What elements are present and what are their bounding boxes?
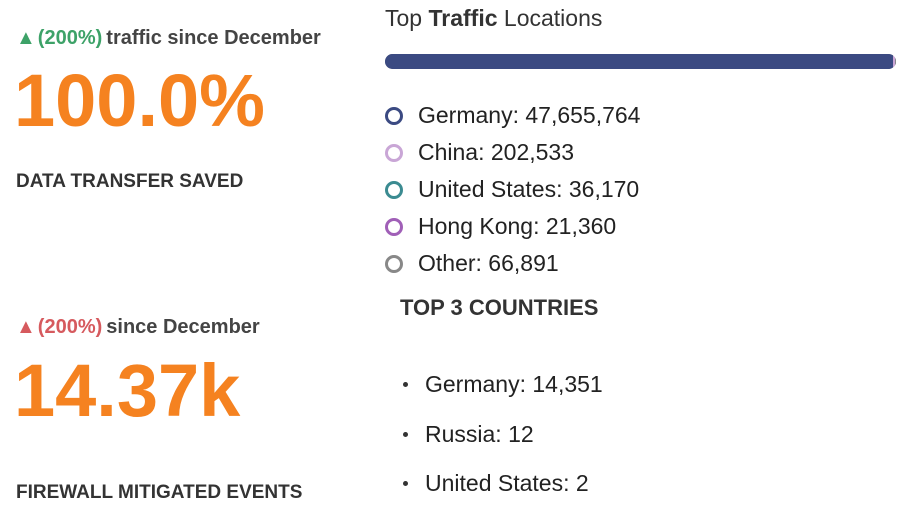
top-country-label: Germany: 14,351 xyxy=(425,371,603,398)
legend-circle-icon xyxy=(385,143,403,162)
data-transfer-trend: ▲ (200%) traffic since December xyxy=(16,27,321,50)
legend-label: Germany: 47,655,764 xyxy=(418,102,641,128)
traffic-locations-legend: Germany: 47,655,764 China: 202,533 United … xyxy=(385,97,640,282)
bullet-icon xyxy=(403,382,408,388)
trend-up-icon: ▲ xyxy=(16,316,36,338)
legend-item[interactable]: Hong Kong: 21,360 xyxy=(385,208,640,245)
trend-text: since December xyxy=(106,316,260,338)
trend-up-icon: ▲ xyxy=(16,27,36,49)
top-traffic-locations-title: Top Traffic Locations xyxy=(385,5,602,32)
top-country-item: Russia: 12 xyxy=(403,410,603,460)
trend-percent: (200%) xyxy=(37,27,103,49)
traffic-distribution-bar xyxy=(385,54,896,69)
top-country-label: Russia: 12 xyxy=(425,420,534,447)
legend-label: China: 202,533 xyxy=(418,139,575,165)
title-bold: Traffic xyxy=(428,5,498,31)
top-3-countries-list: Germany: 14,351 Russia: 12 United States: … xyxy=(403,360,603,509)
title-suffix: Locations xyxy=(503,5,603,31)
legend-circle-icon xyxy=(385,180,403,199)
top-country-item: United States: 2 xyxy=(403,459,603,509)
legend-label: Other: 66,891 xyxy=(418,250,559,276)
legend-label: United States: 36,170 xyxy=(418,176,640,202)
legend-item[interactable]: United States: 36,170 xyxy=(385,171,640,208)
bar-segment[interactable] xyxy=(385,54,893,69)
bullet-icon xyxy=(403,481,408,487)
top-country-label: United States: 2 xyxy=(425,470,589,497)
legend-circle-icon xyxy=(385,106,403,125)
top-country-item: Germany: 14,351 xyxy=(403,360,603,410)
legend-circle-icon xyxy=(385,254,403,273)
data-transfer-saved-label: DATA TRANSFER SAVED xyxy=(16,171,244,192)
firewall-mitigated-events-value: 14.37k xyxy=(14,349,241,432)
firewall-mitigated-events-label: FIREWALL MITIGATED EVENTS xyxy=(16,482,303,503)
trend-text: traffic since December xyxy=(106,27,321,49)
bar-segment[interactable] xyxy=(892,54,895,69)
bullet-icon xyxy=(403,431,408,437)
bar-segment[interactable] xyxy=(895,54,896,69)
trend-percent: (200%) xyxy=(37,316,103,338)
legend-label: Hong Kong: 21,360 xyxy=(418,213,617,239)
legend-item[interactable]: Germany: 47,655,764 xyxy=(385,97,640,134)
legend-circle-icon xyxy=(385,217,403,236)
legend-item[interactable]: China: 202,533 xyxy=(385,134,640,171)
title-prefix: Top xyxy=(385,5,423,31)
legend-item[interactable]: Other: 66,891 xyxy=(385,245,640,282)
firewall-events-trend: ▲ (200%) since December xyxy=(16,316,260,339)
top-3-countries-title: TOP 3 COUNTRIES xyxy=(400,295,599,320)
data-transfer-saved-value: 100.0% xyxy=(14,59,265,142)
